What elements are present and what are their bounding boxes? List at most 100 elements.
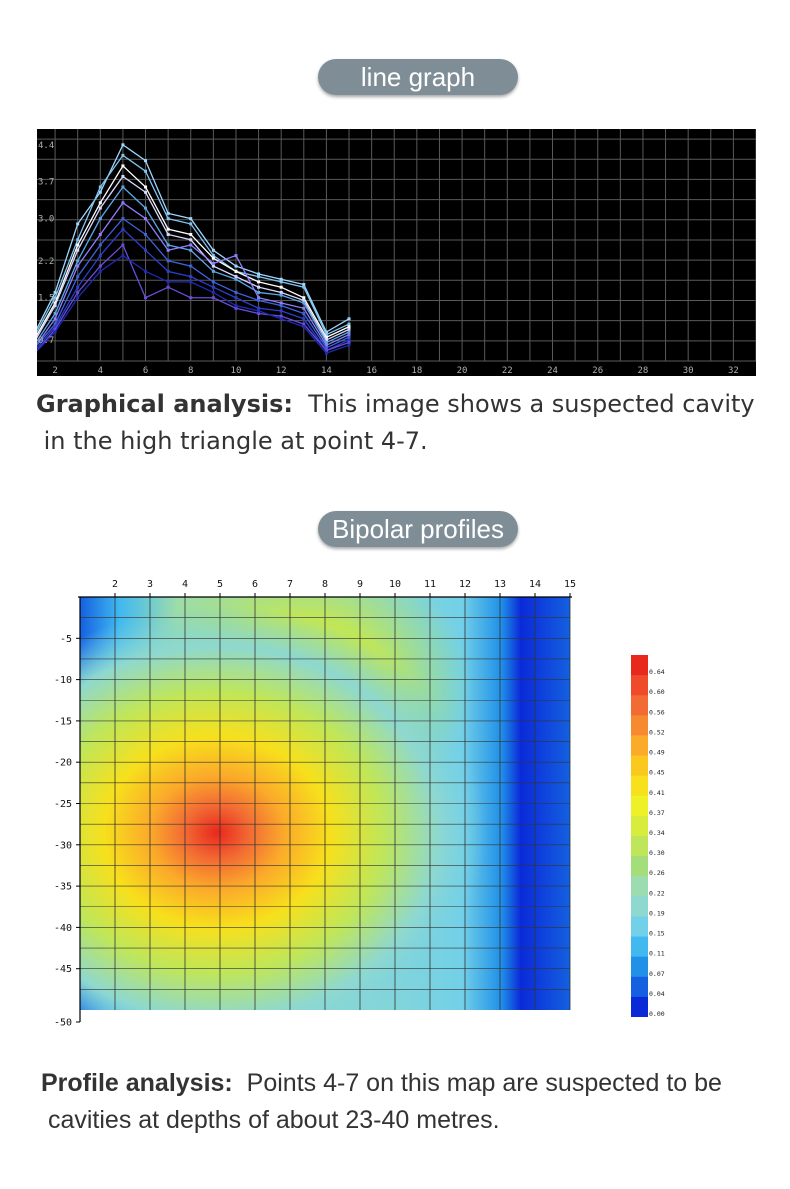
data-point	[234, 277, 238, 281]
data-point	[189, 248, 193, 252]
series-line-3	[37, 164, 350, 339]
graphical-analysis-text2: in the high triangle at point 4-7.	[43, 427, 428, 455]
data-point	[302, 301, 306, 305]
data-point	[98, 232, 102, 236]
colorbar-swatch	[631, 655, 648, 676]
data-point	[257, 285, 261, 289]
x-tick-label: 14	[321, 366, 332, 376]
bipolar-profile-heatmap: 2 3 4 5 6 7 8 9 10 11 12 13 14 15 -5 -10 -15 -20 -25 -30 -35…	[54, 579, 576, 1029]
data-point	[347, 317, 351, 321]
colorbar-swatch	[631, 675, 648, 696]
y-tick-label: -25	[54, 799, 72, 810]
data-point	[302, 325, 306, 329]
data-point	[257, 296, 261, 300]
colorbar-swatch	[631, 976, 648, 998]
data-point	[144, 217, 148, 221]
data-point	[257, 280, 261, 284]
data-point	[324, 338, 328, 342]
data-point	[211, 269, 215, 273]
y-tick-label: 3.7	[38, 178, 54, 188]
x-tick-label: 2	[52, 366, 57, 376]
colorbar-label: 0.41	[649, 789, 665, 797]
data-point	[211, 261, 215, 265]
x-tick-label: 15	[564, 579, 576, 590]
data-point	[98, 264, 102, 268]
x-tick-label: 18	[411, 366, 422, 376]
data-point	[53, 325, 57, 329]
x-tick-label: 2	[112, 579, 118, 590]
x-tick-label: 20	[457, 366, 468, 376]
colorbar-label: 0.60	[649, 688, 665, 696]
data-point	[279, 285, 283, 289]
colorbar-swatch	[631, 715, 648, 736]
data-point	[166, 243, 170, 247]
data-point	[189, 264, 193, 268]
line-graph-tick-labels: 2 4 6 8 10 12 14 16 18 20 22 24 26 28 30 320.71.52.23.0…	[38, 141, 739, 376]
colorbar-swatch	[631, 956, 648, 978]
data-point	[234, 306, 238, 310]
x-tick-label: 16	[366, 366, 377, 376]
colorbar-swatch	[631, 916, 648, 938]
data-point	[144, 248, 148, 252]
data-point	[324, 346, 328, 350]
x-tick-label: 24	[547, 366, 558, 376]
x-tick-label: 10	[389, 579, 401, 590]
colorbar-label: 0.04	[649, 990, 665, 998]
data-point	[189, 243, 193, 247]
data-point	[324, 335, 328, 339]
x-tick-label: 7	[287, 579, 293, 590]
data-point	[324, 333, 328, 337]
data-point	[53, 296, 57, 300]
data-point	[234, 254, 238, 258]
x-tick-label: 32	[728, 366, 739, 376]
data-point	[279, 309, 283, 313]
data-point	[347, 333, 351, 337]
data-point	[166, 227, 170, 231]
data-point	[98, 269, 102, 273]
data-point	[324, 351, 328, 355]
data-point	[189, 232, 193, 236]
x-tick-label: 12	[276, 366, 287, 376]
y-tick-label: -40	[54, 923, 72, 934]
data-point	[279, 317, 283, 321]
bipolar-profiles-pill: Bipolar profiles	[318, 511, 518, 547]
colorbar-swatch	[631, 856, 648, 877]
data-point	[98, 190, 102, 194]
profile-analysis: Profile analysis: Points 4-7 on this map…	[41, 1065, 781, 1139]
data-point	[76, 248, 80, 252]
data-point	[121, 201, 125, 205]
line-graph-chart: 2 4 6 8 10 12 14 16 18 20 22 24 26 28 30 320.71.52.23.0…	[37, 129, 756, 376]
heatmap-grid	[78, 596, 572, 1022]
data-point	[121, 227, 125, 231]
data-point	[279, 301, 283, 305]
data-point	[324, 330, 328, 334]
data-point	[144, 169, 148, 173]
data-point	[98, 243, 102, 247]
data-point	[211, 248, 215, 252]
data-point	[121, 217, 125, 221]
colorbar-swatch	[631, 775, 648, 797]
data-point	[279, 277, 283, 281]
data-point	[121, 143, 125, 147]
data-point	[302, 296, 306, 300]
data-point	[302, 312, 306, 316]
data-point	[347, 322, 351, 326]
colorbar-label: 0.34	[649, 829, 665, 837]
data-point	[257, 290, 261, 294]
line-graph-series	[37, 143, 351, 355]
data-point	[189, 238, 193, 242]
data-point	[98, 206, 102, 210]
x-tick-label: 8	[322, 579, 328, 590]
colorbar-swatch	[631, 735, 648, 757]
data-point	[166, 269, 170, 273]
x-tick-label: 26	[592, 366, 603, 376]
graphical-analysis-title: Graphical analysis:	[36, 390, 293, 418]
data-point	[279, 304, 283, 308]
data-point	[234, 269, 238, 273]
data-point	[302, 285, 306, 289]
data-point	[211, 264, 215, 268]
data-point	[144, 185, 148, 189]
profile-analysis-title: Profile analysis:	[41, 1069, 233, 1097]
colorbar-swatch	[631, 815, 648, 837]
colorbar-label: 0.00	[649, 1010, 665, 1017]
